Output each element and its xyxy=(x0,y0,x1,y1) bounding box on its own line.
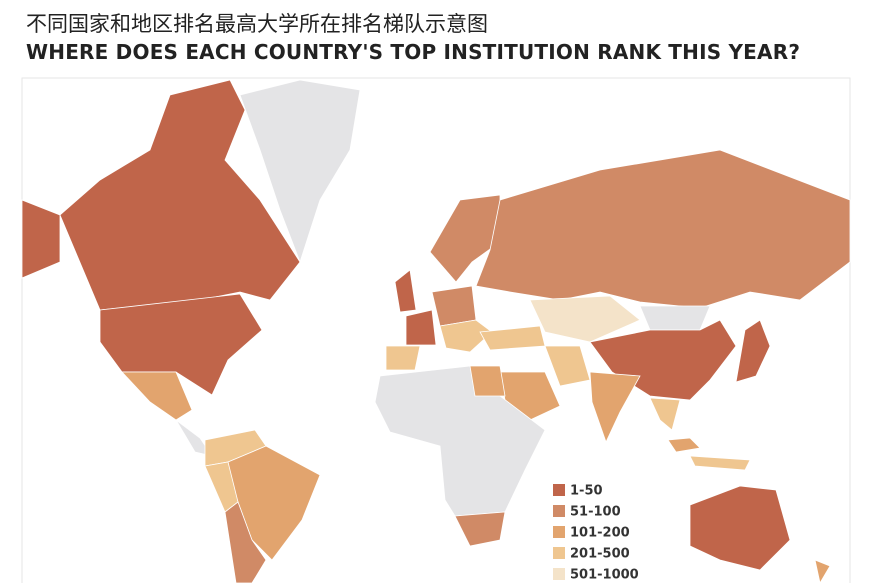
legend-swatch xyxy=(553,526,565,538)
title-english: WHERE DOES EACH COUNTRY'S TOP INSTITUTIO… xyxy=(26,40,801,64)
spain xyxy=(385,345,421,371)
australia xyxy=(689,485,791,571)
indonesia xyxy=(689,455,751,471)
central-asia xyxy=(529,295,641,343)
south-africa xyxy=(454,511,506,547)
mongolia xyxy=(639,305,711,331)
new-zealand xyxy=(814,559,831,583)
legend-swatch xyxy=(553,505,565,517)
egypt xyxy=(469,365,506,397)
southeast-asia xyxy=(649,397,681,431)
legend-label: 101-200 xyxy=(570,526,630,541)
mexico xyxy=(121,371,193,421)
malaysia xyxy=(667,437,701,453)
japan xyxy=(735,319,771,383)
india xyxy=(589,371,641,444)
central-europe xyxy=(431,285,477,327)
legend-label: 501-1000 xyxy=(570,568,639,583)
france xyxy=(405,309,437,346)
chile-argentina xyxy=(224,501,267,583)
uk xyxy=(394,269,417,313)
legend-label: 201-500 xyxy=(570,547,630,562)
legend-swatch xyxy=(553,568,565,580)
usa xyxy=(99,293,263,396)
legend-label: 51-100 xyxy=(570,505,621,520)
legend-swatch xyxy=(553,547,565,559)
legend: 1-50 51-100 101-200 201-500 501-1000 xyxy=(544,476,644,583)
greenland xyxy=(239,79,361,264)
iran xyxy=(544,345,591,387)
legend-label: 1-50 xyxy=(570,484,603,499)
alaska xyxy=(21,199,61,279)
eastern-europe xyxy=(439,319,493,353)
countries xyxy=(21,79,851,583)
title-chinese: 不同国家和地区排名最高大学所在排名梯队示意图 xyxy=(26,12,488,36)
legend-swatch xyxy=(553,484,565,496)
